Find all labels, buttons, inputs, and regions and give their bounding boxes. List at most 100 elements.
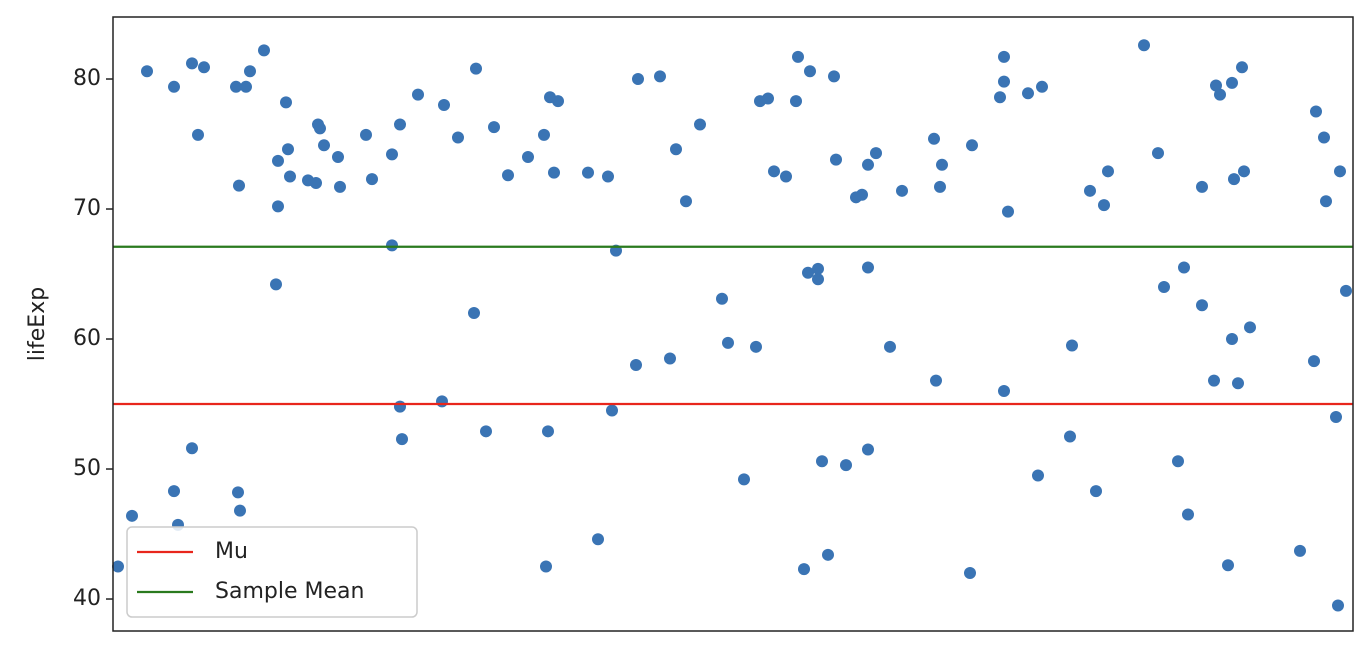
point [412, 88, 424, 101]
point [280, 96, 292, 109]
point [1064, 430, 1076, 443]
point [502, 169, 514, 182]
point [436, 395, 448, 408]
point [272, 154, 284, 167]
point [716, 292, 728, 305]
point [234, 504, 246, 517]
point [694, 118, 706, 131]
point [592, 533, 604, 546]
point [1182, 508, 1194, 521]
point [1032, 469, 1044, 482]
point [856, 188, 868, 201]
legend-label: Mu [215, 539, 248, 564]
point [366, 173, 378, 186]
point [792, 50, 804, 63]
point [930, 374, 942, 387]
point [230, 80, 242, 93]
point [1330, 411, 1342, 424]
point [1036, 80, 1048, 93]
point [538, 128, 550, 141]
point [112, 560, 124, 573]
legend-box [126, 526, 418, 618]
point [862, 261, 874, 274]
point [780, 170, 792, 183]
point [822, 548, 834, 561]
point [488, 121, 500, 134]
point [934, 180, 946, 193]
point [1090, 485, 1102, 498]
point [1098, 199, 1110, 212]
point [762, 92, 774, 105]
point [966, 139, 978, 152]
point [1022, 87, 1034, 100]
point [896, 184, 908, 197]
point [452, 131, 464, 144]
point [141, 65, 153, 78]
point [1226, 76, 1238, 89]
y-tick-label: 60 [73, 326, 101, 351]
point [1208, 374, 1220, 387]
point [830, 153, 842, 166]
point [802, 266, 814, 279]
point [1340, 284, 1352, 297]
point [198, 61, 210, 74]
point [654, 70, 666, 83]
point [798, 563, 810, 576]
point [192, 128, 204, 141]
point [1152, 147, 1164, 160]
point [664, 352, 676, 365]
point [1214, 88, 1226, 101]
point [1226, 333, 1238, 346]
point [1158, 281, 1170, 294]
point [790, 95, 802, 108]
point [1210, 79, 1222, 92]
point [750, 340, 762, 353]
point [240, 80, 252, 93]
point [470, 62, 482, 75]
point [936, 158, 948, 171]
point [542, 425, 554, 438]
point [1236, 61, 1248, 74]
point [1318, 131, 1330, 144]
point [552, 95, 564, 108]
point [1084, 184, 1096, 197]
point [722, 336, 734, 349]
point [1172, 455, 1184, 468]
point [632, 73, 644, 86]
point [1178, 261, 1190, 274]
point [272, 200, 284, 213]
point [284, 170, 296, 183]
legend-label: Sample Mean [215, 579, 364, 604]
point [1294, 544, 1306, 557]
point [396, 433, 408, 446]
y-tick-label: 40 [73, 586, 101, 611]
point [310, 177, 322, 190]
point [1332, 599, 1344, 612]
point [816, 455, 828, 468]
point [186, 442, 198, 455]
point [1320, 195, 1332, 208]
point [870, 147, 882, 160]
point [1222, 559, 1234, 572]
y-tick-label: 80 [73, 66, 101, 91]
point [480, 425, 492, 438]
point [1244, 321, 1256, 334]
point [812, 273, 824, 286]
point [1310, 105, 1322, 118]
point [394, 118, 406, 131]
point [1334, 165, 1346, 178]
point [270, 278, 282, 291]
point [1308, 355, 1320, 368]
point [862, 158, 874, 171]
y-tick-label: 70 [73, 196, 101, 221]
point [334, 180, 346, 193]
point [394, 400, 406, 413]
point [582, 166, 594, 179]
y-axis-label: lifeExp [25, 287, 50, 361]
point [168, 485, 180, 498]
point [386, 239, 398, 252]
point [282, 143, 294, 156]
point [670, 143, 682, 156]
point [862, 443, 874, 456]
